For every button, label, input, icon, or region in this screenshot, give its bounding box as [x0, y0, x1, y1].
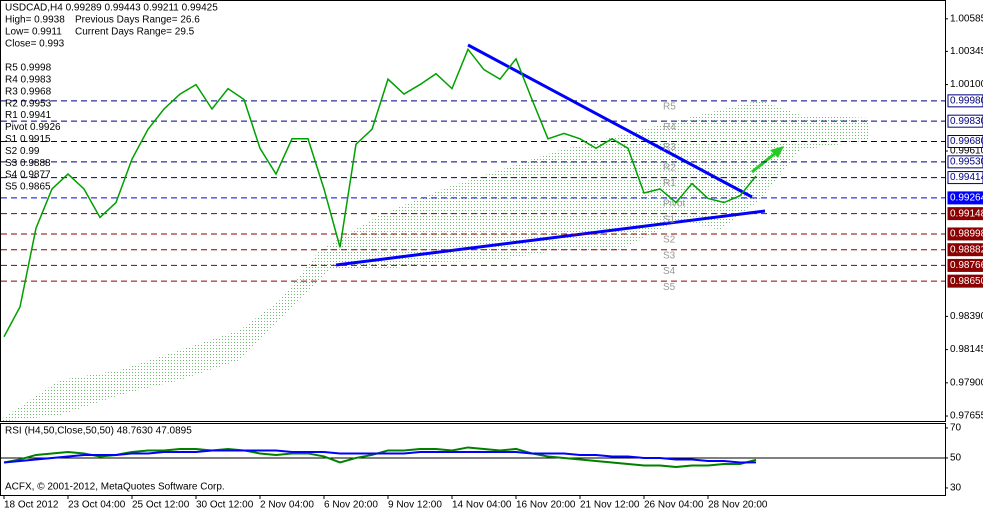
level-name: S1	[663, 214, 676, 225]
x-tick-label: 16 Nov 20:00	[516, 500, 576, 511]
y-tick-label: 0.97900	[950, 377, 983, 388]
level-box	[947, 274, 983, 288]
level-box	[947, 94, 983, 108]
level-box	[947, 227, 983, 241]
level-text: R2 0.9953	[5, 98, 52, 109]
y-tick-label: 50	[950, 453, 962, 464]
y-tick-label: 0.98390	[950, 311, 983, 322]
y-tick-label: 70	[950, 423, 962, 434]
level-label: 0.98998	[950, 229, 983, 240]
y-tick-label: 1.00345	[950, 46, 983, 57]
series-line	[3, 47, 757, 338]
level-label: 0.99530	[950, 156, 983, 167]
x-tick-label: 21 Nov 12:00	[580, 500, 640, 511]
level-text: R1 0.9941	[5, 110, 52, 121]
level-label: 0.99830	[950, 116, 983, 127]
x-tick-label: 26 Nov 04:00	[644, 500, 704, 511]
level-text: R4 0.9983	[5, 75, 52, 86]
level-text: S2 0.99	[5, 146, 40, 157]
level-name: R4	[663, 122, 676, 133]
rsi-frame	[0, 423, 946, 496]
x-tick-label: 23 Oct 04:00	[68, 500, 126, 511]
level-label: 0.99414	[950, 172, 983, 183]
level-box	[947, 171, 983, 185]
info: Close= 0.993	[5, 39, 65, 50]
level-box	[947, 191, 983, 205]
y-tick-label: 30	[950, 483, 962, 494]
level-label: 0.99680	[950, 136, 983, 147]
level-name: Pivot	[663, 199, 685, 210]
level-text: R5 0.9998	[5, 63, 52, 74]
level-label: 0.99148	[950, 208, 983, 219]
chart-title: USDCAD,H4 0.99289 0.99443 0.99211 0.9942…	[5, 3, 218, 14]
level-name: S4	[663, 266, 676, 277]
y-tick-label: 0.97655	[950, 411, 983, 422]
level-name: S3	[663, 250, 676, 261]
x-tick-label: 2 Nov 04:00	[260, 500, 314, 511]
level-label: 0.98882	[950, 244, 983, 255]
info: High= 0.9938	[5, 15, 65, 26]
x-tick-label: 9 Nov 12:00	[388, 500, 442, 511]
level-name: S2	[663, 235, 676, 246]
x-tick-label: 30 Oct 12:00	[196, 500, 254, 511]
x-tick-label: 6 Nov 20:00	[324, 500, 378, 511]
main-frame	[0, 0, 946, 422]
cloud	[0, 100, 870, 422]
series-line	[3, 449, 757, 464]
level-box	[947, 258, 983, 272]
rsi-title: RSI (H4,50,Close,50,50) 48.7630 47.0895	[5, 426, 192, 437]
level-name: R2	[663, 162, 676, 173]
level-label: 0.99980	[950, 95, 983, 106]
level-box	[947, 114, 983, 128]
trend-line	[467, 43, 753, 199]
level-name: R5	[663, 101, 676, 112]
x-tick-label: 28 Nov 20:00	[708, 500, 768, 511]
watermark: ACFX, © 2001-2012, MetaQuotes Software C…	[5, 482, 225, 493]
level-text: Pivot 0.9926	[5, 122, 61, 133]
info: Previous Days Range= 26.6	[75, 15, 200, 26]
arrow-head	[770, 146, 784, 158]
level-box	[947, 207, 983, 221]
level-label: 0.98650	[950, 276, 983, 287]
level-box	[947, 155, 983, 169]
level-name: S5	[663, 282, 676, 293]
level-box	[947, 135, 983, 149]
level-name: R1	[663, 178, 676, 189]
info: Low= 0.9911	[5, 27, 62, 38]
level-text: R3 0.9968	[5, 86, 52, 97]
level-name: R3	[663, 142, 676, 153]
level-box	[947, 243, 983, 257]
level-text: S3 0.9888	[5, 158, 51, 169]
x-tick-label: 25 Oct 12:00	[132, 500, 190, 511]
x-tick-label: 18 Oct 2012	[4, 500, 59, 511]
info: Current Days Range= 29.5	[75, 27, 195, 38]
level-label: 0.99264	[950, 193, 983, 204]
y-tick-label: 1.00585	[950, 13, 983, 24]
y-tick-label: 0.98145	[950, 344, 983, 355]
level-text: S5 0.9865	[5, 182, 51, 193]
level-text: S4 0.9877	[5, 170, 51, 181]
y-tick-label: 0.99610	[950, 146, 983, 157]
level-label: 0.98766	[950, 260, 983, 271]
y-tick-label: 1.00100	[950, 79, 983, 90]
level-text: S1 0.9915	[5, 134, 51, 145]
trend-line	[335, 209, 766, 267]
x-tick-label: 14 Nov 04:00	[452, 500, 512, 511]
